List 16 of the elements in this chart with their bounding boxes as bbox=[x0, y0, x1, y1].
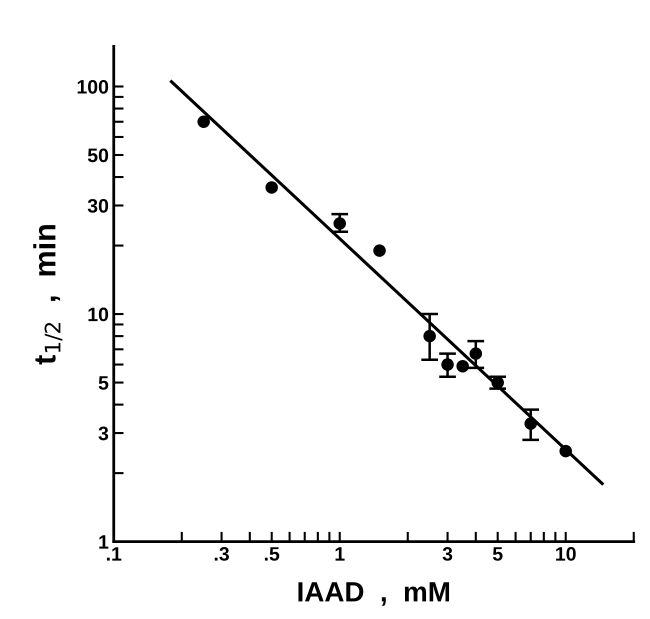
y-tick-label: 50 bbox=[88, 148, 108, 162]
x-tick-label: 3 bbox=[442, 547, 452, 561]
x-tick-label: 1 bbox=[336, 547, 345, 561]
x-tick-label: .5 bbox=[264, 547, 280, 561]
y-tick-label: 1 bbox=[99, 535, 108, 549]
y-axis-title: t$_{1/2}$ , min bbox=[33, 225, 62, 365]
y-tick-label: 10 bbox=[88, 308, 108, 322]
y-tick-label: 5 bbox=[98, 376, 108, 390]
x-tick-label: .1 bbox=[106, 547, 122, 561]
y-tick-label: 100 bbox=[78, 80, 108, 94]
x-tick-label: 10 bbox=[556, 547, 576, 561]
y-tick-label: 3 bbox=[98, 426, 108, 440]
x-tick-label: .3 bbox=[214, 547, 229, 561]
y-tick-label: 30 bbox=[88, 198, 108, 213]
x-axis-title: IAAD , mM bbox=[298, 582, 450, 606]
x-tick-label: 5 bbox=[492, 547, 503, 561]
